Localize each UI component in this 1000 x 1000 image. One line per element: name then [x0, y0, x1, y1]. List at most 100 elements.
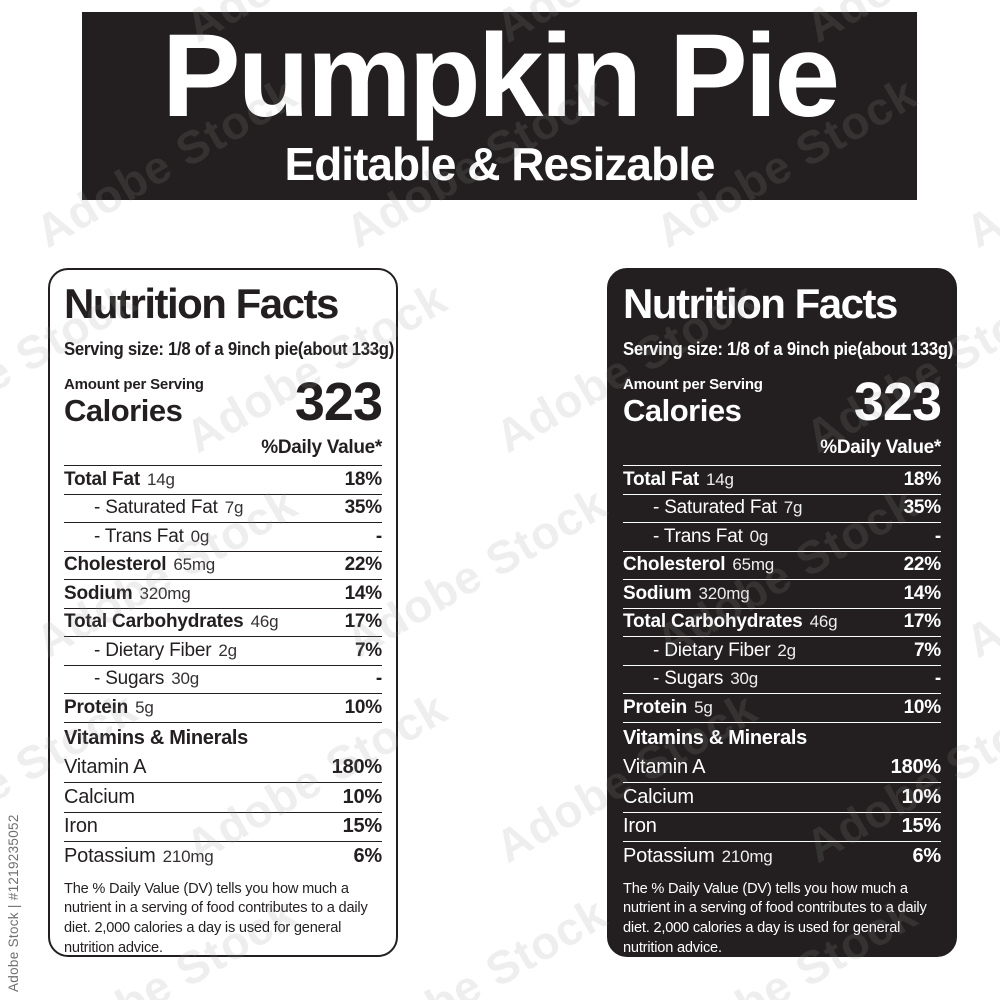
nutrient-dv: 7%	[913, 639, 941, 661]
vitamin-row: Potassium 210mg 6%	[64, 842, 382, 871]
vitamin-name: Calcium	[623, 785, 694, 808]
nutrient-dv: -	[934, 668, 941, 690]
nutrient-name: - Dietary Fiber	[94, 639, 212, 661]
nutrient-row: - Dietary Fiber 2g 7%	[623, 637, 941, 666]
nutrient-row: - Dietary Fiber 2g 7%	[64, 637, 382, 666]
serving-size-text: Serving size: 1/8 of a 9inch pie(about 1…	[64, 339, 395, 360]
vitamin-rows: Vitamin A 180% Calcium 10% Iron 15% Pota…	[623, 754, 941, 871]
vitamin-row: Potassium 210mg 6%	[623, 842, 941, 871]
nutrient-rows: Total Fat 14g 18% - Saturated Fat 7g 35% -…	[64, 466, 382, 723]
nutrient-name: Total Carbohydrates	[623, 611, 803, 633]
vitamin-amount: 210mg	[721, 846, 773, 866]
vitamin-row: Iron 15%	[623, 813, 941, 843]
nutrient-name: Protein	[623, 696, 688, 718]
nutrient-dv: 18%	[903, 468, 942, 490]
nutrient-row: Total Fat 14g 18%	[623, 466, 941, 495]
nutrient-name: Sodium	[623, 582, 692, 604]
nutrient-dv: 35%	[344, 497, 383, 519]
nutrient-name: Total Carbohydrates	[64, 611, 244, 633]
vitamin-row: Calcium 10%	[623, 783, 941, 813]
nutrient-amount: 46g	[809, 612, 838, 632]
vitamin-name: Calcium	[64, 785, 135, 808]
amount-per-serving-label: Amount per Serving	[64, 376, 204, 394]
nutrient-name: Total Fat	[64, 468, 140, 490]
vitamin-dv: 15%	[342, 815, 383, 838]
vitamin-name: Iron	[64, 815, 98, 838]
nutrient-row: Total Carbohydrates 46g 17%	[64, 609, 382, 638]
nutrient-row: - Saturated Fat 7g 35%	[64, 495, 382, 524]
amount-per-serving-label: Amount per Serving	[623, 376, 763, 394]
calories-block: Amount per Serving Calories 323	[64, 372, 383, 433]
vitamin-dv: 6%	[353, 844, 382, 867]
nutrient-row: Cholesterol 65mg 22%	[623, 552, 941, 581]
banner-subtitle: Editable & Resizable	[284, 138, 716, 190]
nutrition-label-dark: Nutrition Facts Serving size: 1/8 of a 9…	[607, 268, 957, 957]
vitamins-header: Vitamins & Minerals	[64, 726, 248, 749]
vitamin-name: Vitamin A	[623, 756, 706, 779]
vitamin-name: Potassium	[623, 844, 715, 867]
vitamin-name: Potassium	[64, 844, 156, 867]
nutrient-row: - Trans Fat 0g -	[623, 523, 941, 552]
nutrient-dv: 14%	[344, 582, 383, 604]
vitamin-dv: 180%	[890, 756, 942, 779]
daily-value-header: %Daily Value*	[64, 432, 382, 467]
nutrient-row: Total Fat 14g 18%	[64, 466, 382, 495]
calories-value: 323	[294, 372, 383, 433]
nutrient-amount: 7g	[783, 498, 803, 518]
vitamin-name: Vitamin A	[64, 756, 147, 779]
vitamin-row: Iron 15%	[64, 813, 382, 843]
nutrient-amount: 30g	[171, 669, 199, 689]
nutrient-name: Protein	[64, 696, 129, 718]
nutrition-facts-title: Nutrition Facts	[623, 280, 898, 327]
daily-value-footnote: The % Daily Value (DV) tells you how muc…	[64, 880, 368, 957]
nutrient-amount: 30g	[730, 669, 758, 689]
calories-label: Calories	[623, 393, 742, 429]
nutrient-amount: 2g	[777, 640, 796, 660]
nutrient-name: - Dietary Fiber	[653, 639, 771, 661]
nutrient-name: - Sugars	[653, 668, 724, 690]
vitamin-dv: 10%	[901, 785, 942, 808]
nutrient-row: Sodium 320mg 14%	[64, 580, 382, 609]
vitamin-dv: 15%	[901, 815, 942, 838]
nutrient-amount: 0g	[749, 526, 769, 546]
calories-label: Calories	[64, 393, 183, 429]
vitamins-header: Vitamins & Minerals	[623, 726, 807, 749]
nutrient-amount: 65mg	[173, 555, 216, 575]
nutrient-amount: 65mg	[732, 555, 775, 575]
nutrient-amount: 320mg	[698, 583, 750, 603]
nutrient-row: Protein 5g 10%	[623, 694, 941, 723]
stock-credit-text: Adobe Stock | #1219235052	[6, 814, 21, 992]
calories-block: Amount per Serving Calories 323	[623, 375, 942, 429]
vitamin-dv: 180%	[331, 756, 383, 779]
nutrient-dv: 22%	[903, 554, 942, 576]
nutrient-dv: 18%	[344, 468, 383, 490]
nutrition-facts-title: Nutrition Facts	[64, 280, 339, 327]
nutrition-label-light: Nutrition Facts Serving size: 1/8 of a 9…	[48, 268, 398, 957]
vitamin-dv: 10%	[342, 785, 383, 808]
title-banner: Pumpkin Pie Editable & Resizable	[82, 12, 917, 200]
nutrient-amount: 7g	[224, 498, 244, 518]
vitamin-rows: Vitamin A 180% Calcium 10% Iron 15% Pota…	[64, 754, 382, 871]
nutrient-dv: 17%	[344, 611, 383, 633]
nutrient-dv: -	[375, 668, 382, 690]
nutrient-name: Sodium	[64, 582, 133, 604]
nutrient-name: - Saturated Fat	[653, 497, 777, 519]
nutrient-dv: 10%	[344, 696, 383, 718]
nutrient-dv: 14%	[903, 582, 942, 604]
nutrient-row: Sodium 320mg 14%	[623, 580, 941, 609]
nutrient-row: - Saturated Fat 7g 35%	[623, 495, 941, 524]
nutrient-row: - Sugars 30g -	[64, 666, 382, 695]
vitamin-name: Iron	[623, 815, 657, 838]
nutrient-dv: -	[934, 525, 941, 547]
nutrient-name: Total Fat	[623, 468, 699, 490]
nutrient-dv: 35%	[903, 497, 942, 519]
nutrient-amount: 0g	[190, 526, 210, 546]
watermark-text: Adobe Stock	[956, 66, 1000, 258]
nutrient-amount: 2g	[218, 640, 237, 660]
nutrient-name: - Sugars	[94, 668, 165, 690]
daily-value-footnote: The % Daily Value (DV) tells you how muc…	[623, 880, 927, 957]
watermark-text: Adobe Stock	[956, 886, 1000, 1000]
nutrient-name: Cholesterol	[64, 554, 167, 576]
vitamin-row: Vitamin A 180%	[623, 754, 941, 784]
